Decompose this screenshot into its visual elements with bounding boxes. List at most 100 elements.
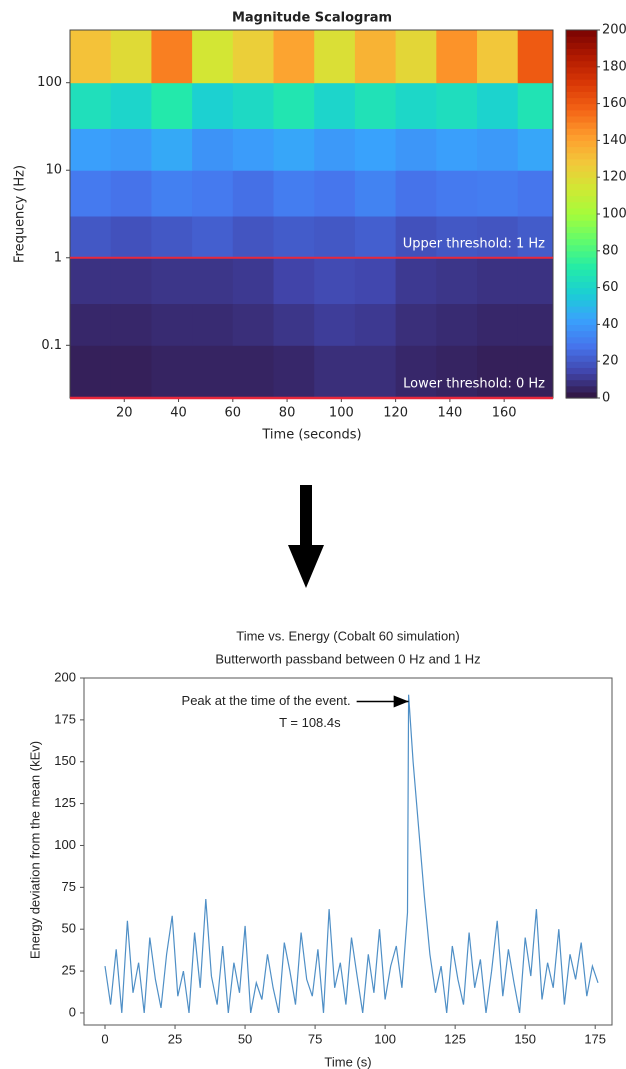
colorbar-segment (566, 367, 597, 375)
heatmap-cell (436, 128, 478, 171)
y-tick-label: 100 (37, 75, 62, 90)
colorbar-tick-label: 140 (602, 133, 626, 148)
x-tick-label: 120 (383, 406, 408, 421)
heatmap-cell (354, 257, 397, 305)
heatmap-cell (110, 257, 152, 305)
colorbar-segment (566, 195, 597, 203)
heatmap-cell (232, 303, 275, 346)
heatmap-cell (477, 345, 519, 399)
heatmap-cell (436, 257, 478, 305)
heatmap-cell (517, 216, 554, 259)
heatmap-cell (314, 170, 356, 217)
heatmap-cell (232, 128, 275, 171)
colorbar-segment (566, 158, 597, 166)
colorbar-segment (566, 85, 597, 92)
y-tick-label: 100 (54, 837, 76, 852)
x-tick-label: 25 (168, 1031, 182, 1046)
heatmap-cell (70, 303, 112, 346)
x-tick-label: 60 (225, 406, 242, 421)
heatmap-cell (232, 345, 275, 399)
colorbar-tick-label: 20 (602, 354, 619, 369)
x-tick-label: 20 (116, 406, 133, 421)
x-tick-label: 160 (492, 406, 517, 421)
heatmap-cell (395, 303, 437, 346)
heatmap-cell (517, 303, 554, 346)
colorbar-segment (566, 140, 597, 148)
heatmap-cell (192, 257, 234, 305)
colorbar-segment (566, 385, 597, 393)
heatmap-cell (192, 170, 234, 217)
heatmap-cell (395, 216, 437, 259)
colorbar-segment (566, 60, 597, 68)
colorbar-segment (566, 72, 597, 80)
x-tick-label: 100 (374, 1031, 396, 1046)
heatmap-cell (192, 216, 234, 259)
heatmap-cell (273, 257, 315, 305)
colorbar-segment (566, 299, 597, 307)
heatmap-cell (314, 345, 356, 399)
heatmap-cell (354, 345, 397, 399)
colorbar-segment (566, 330, 597, 338)
colorbar-segment (566, 214, 597, 221)
heatmap-cell (517, 128, 554, 171)
colorbar-segment (566, 263, 597, 270)
data-line (104, 694, 599, 1014)
colorbar-tick-label: 100 (602, 207, 626, 222)
x-tick-label: 40 (170, 406, 187, 421)
heatmap-cell (477, 303, 519, 346)
colorbar-segment (566, 336, 597, 344)
heatmap-cell (110, 345, 152, 399)
x-tick-label: 75 (308, 1031, 322, 1046)
colorbar-segment (566, 183, 597, 191)
colorbar-segment (566, 97, 597, 105)
heatmap-cell (151, 345, 193, 399)
colorbar-segment (566, 128, 597, 135)
heatmap-cell (517, 170, 554, 217)
heatmap-cell (70, 345, 112, 399)
line-title: Time vs. Energy (Cobalt 60 simulation) (236, 628, 460, 643)
y-tick-label: 50 (62, 921, 76, 936)
heatmap-cell (517, 345, 554, 399)
colorbar-segment (566, 36, 597, 43)
annotation: Upper threshold: 1 Hz (403, 236, 545, 251)
heatmap-cell (151, 257, 193, 305)
scalogram-title: Magnitude Scalogram (232, 11, 392, 26)
x-tick-label: 175 (584, 1031, 606, 1046)
colorbar-segment (566, 379, 597, 387)
colorbar-segment (566, 250, 597, 258)
colorbar-segment (566, 220, 597, 227)
heatmap-cell (70, 82, 112, 129)
colorbar-segment (566, 318, 597, 325)
heatmap-cell (273, 345, 315, 399)
down-arrow (288, 485, 324, 588)
heatmap-cell (232, 216, 275, 259)
x-tick-label: 100 (329, 406, 354, 421)
heatmap-cell (395, 128, 437, 171)
colorbar-segment (566, 79, 597, 86)
colorbar-segment (566, 293, 597, 301)
heatmap-cell (232, 30, 275, 84)
colorbar-segment (566, 238, 597, 246)
heatmap-cell (477, 216, 519, 259)
x-tick-label: 140 (437, 406, 462, 421)
colorbar-segment (566, 324, 597, 332)
heatmap-cell (436, 216, 478, 259)
heatmap-cell (436, 303, 478, 346)
colorbar-tick-label: 60 (602, 280, 619, 295)
line-subtitle: Butterworth passband between 0 Hz and 1 … (215, 651, 480, 666)
heatmap-cell (517, 257, 554, 305)
heatmap-cell (273, 82, 315, 129)
heatmap-cell (151, 30, 193, 84)
colorbar-segment (566, 177, 597, 184)
heatmap-cell (395, 257, 437, 305)
heatmap-cell (477, 30, 519, 84)
heatmap-cell (232, 257, 275, 305)
colorbar-segment (566, 312, 597, 319)
heatmap-cell (314, 30, 356, 84)
heatmap-cell (477, 257, 519, 305)
heatmap-cell (151, 82, 193, 129)
colorbar-segment (566, 373, 597, 381)
heatmap-cell (395, 345, 437, 399)
heatmap-cell (436, 170, 478, 217)
colorbar-tick-label: 40 (602, 317, 619, 332)
